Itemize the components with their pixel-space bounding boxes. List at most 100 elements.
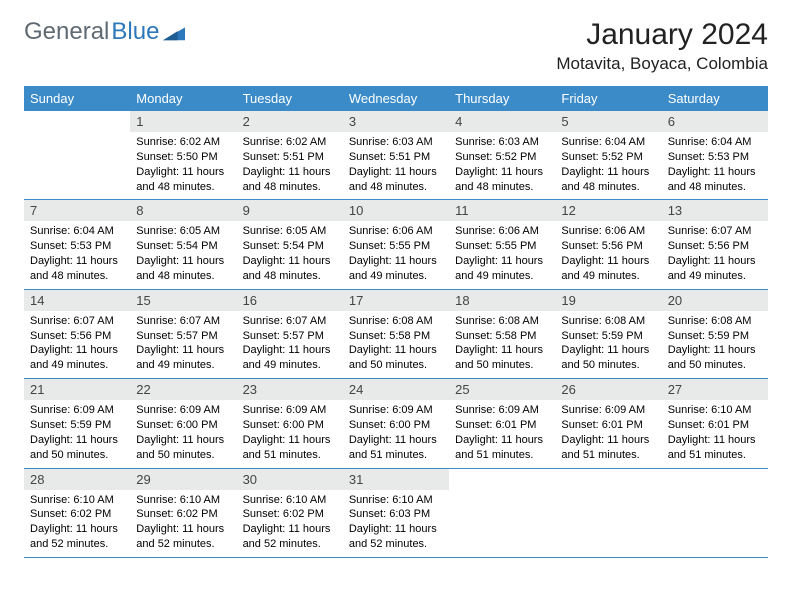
- calendar-cell: 15Sunrise: 6:07 AMSunset: 5:57 PMDayligh…: [130, 289, 236, 378]
- daylight-text: Daylight: 11 hours: [136, 433, 230, 448]
- daylight-text: Daylight: 11 hours: [243, 433, 337, 448]
- sunset-text: Sunset: 5:59 PM: [561, 329, 655, 344]
- daylight-text: and 49 minutes.: [561, 269, 655, 284]
- daylight-text: Daylight: 11 hours: [243, 254, 337, 269]
- sunset-text: Sunset: 6:02 PM: [243, 507, 337, 522]
- brand-part2: Blue: [111, 18, 159, 46]
- calendar-cell: 7Sunrise: 6:04 AMSunset: 5:53 PMDaylight…: [24, 200, 130, 289]
- calendar-cell: 11Sunrise: 6:06 AMSunset: 5:55 PMDayligh…: [449, 200, 555, 289]
- day-body: Sunrise: 6:08 AMSunset: 5:58 PMDaylight:…: [343, 311, 449, 378]
- sunrise-text: Sunrise: 6:04 AM: [561, 135, 655, 150]
- calendar-table: SundayMondayTuesdayWednesdayThursdayFrid…: [24, 86, 768, 558]
- daylight-text: Daylight: 11 hours: [349, 343, 443, 358]
- sunset-text: Sunset: 6:03 PM: [349, 507, 443, 522]
- calendar-cell: 30Sunrise: 6:10 AMSunset: 6:02 PMDayligh…: [237, 468, 343, 557]
- title-block: January 2024 Motavita, Boyaca, Colombia: [556, 18, 768, 74]
- daylight-text: Daylight: 11 hours: [349, 254, 443, 269]
- day-body: Sunrise: 6:09 AMSunset: 6:00 PMDaylight:…: [343, 400, 449, 467]
- calendar-week-row: 21Sunrise: 6:09 AMSunset: 5:59 PMDayligh…: [24, 379, 768, 468]
- daylight-text: and 51 minutes.: [455, 448, 549, 463]
- day-number: 25: [449, 379, 555, 400]
- calendar-cell: 26Sunrise: 6:09 AMSunset: 6:01 PMDayligh…: [555, 379, 661, 468]
- calendar-cell: 6Sunrise: 6:04 AMSunset: 5:53 PMDaylight…: [662, 111, 768, 200]
- sunset-text: Sunset: 6:02 PM: [136, 507, 230, 522]
- sunset-text: Sunset: 5:54 PM: [243, 239, 337, 254]
- sunset-text: Sunset: 5:54 PM: [136, 239, 230, 254]
- day-body: Sunrise: 6:10 AMSunset: 6:01 PMDaylight:…: [662, 400, 768, 467]
- daylight-text: and 48 minutes.: [349, 180, 443, 195]
- daylight-text: and 49 minutes.: [136, 358, 230, 373]
- sunrise-text: Sunrise: 6:06 AM: [349, 224, 443, 239]
- daylight-text: Daylight: 11 hours: [243, 165, 337, 180]
- daylight-text: Daylight: 11 hours: [136, 254, 230, 269]
- calendar-body: 1Sunrise: 6:02 AMSunset: 5:50 PMDaylight…: [24, 111, 768, 557]
- day-body: Sunrise: 6:04 AMSunset: 5:53 PMDaylight:…: [24, 221, 130, 288]
- calendar-cell: 12Sunrise: 6:06 AMSunset: 5:56 PMDayligh…: [555, 200, 661, 289]
- daylight-text: and 49 minutes.: [349, 269, 443, 284]
- sunrise-text: Sunrise: 6:09 AM: [455, 403, 549, 418]
- daylight-text: Daylight: 11 hours: [455, 433, 549, 448]
- daylight-text: Daylight: 11 hours: [136, 343, 230, 358]
- day-number: 27: [662, 379, 768, 400]
- sunrise-text: Sunrise: 6:07 AM: [668, 224, 762, 239]
- sunset-text: Sunset: 5:58 PM: [349, 329, 443, 344]
- daylight-text: Daylight: 11 hours: [668, 433, 762, 448]
- day-number: 4: [449, 111, 555, 132]
- sunrise-text: Sunrise: 6:09 AM: [349, 403, 443, 418]
- sunset-text: Sunset: 5:56 PM: [30, 329, 124, 344]
- day-number: 7: [24, 200, 130, 221]
- sunset-text: Sunset: 5:59 PM: [30, 418, 124, 433]
- daylight-text: Daylight: 11 hours: [349, 165, 443, 180]
- sunset-text: Sunset: 5:51 PM: [349, 150, 443, 165]
- sunrise-text: Sunrise: 6:05 AM: [136, 224, 230, 239]
- day-body: Sunrise: 6:03 AMSunset: 5:52 PMDaylight:…: [449, 132, 555, 199]
- daylight-text: Daylight: 11 hours: [136, 522, 230, 537]
- sunset-text: Sunset: 5:55 PM: [349, 239, 443, 254]
- daylight-text: and 50 minutes.: [30, 448, 124, 463]
- sunrise-text: Sunrise: 6:09 AM: [30, 403, 124, 418]
- day-number: 22: [130, 379, 236, 400]
- daylight-text: and 50 minutes.: [349, 358, 443, 373]
- sunrise-text: Sunrise: 6:10 AM: [136, 493, 230, 508]
- daylight-text: and 50 minutes.: [668, 358, 762, 373]
- day-number: 10: [343, 200, 449, 221]
- day-body: Sunrise: 6:10 AMSunset: 6:03 PMDaylight:…: [343, 490, 449, 557]
- calendar-cell: 16Sunrise: 6:07 AMSunset: 5:57 PMDayligh…: [237, 289, 343, 378]
- daylight-text: Daylight: 11 hours: [30, 343, 124, 358]
- logo-triangle-icon: [163, 23, 185, 41]
- calendar-week-row: 14Sunrise: 6:07 AMSunset: 5:56 PMDayligh…: [24, 289, 768, 378]
- sunset-text: Sunset: 6:01 PM: [561, 418, 655, 433]
- sunrise-text: Sunrise: 6:08 AM: [455, 314, 549, 329]
- weekday-header: Monday: [130, 86, 236, 111]
- day-body: Sunrise: 6:06 AMSunset: 5:56 PMDaylight:…: [555, 221, 661, 288]
- sunrise-text: Sunrise: 6:07 AM: [136, 314, 230, 329]
- day-body: Sunrise: 6:07 AMSunset: 5:57 PMDaylight:…: [130, 311, 236, 378]
- day-number: 13: [662, 200, 768, 221]
- sunset-text: Sunset: 6:01 PM: [455, 418, 549, 433]
- weekday-header: Saturday: [662, 86, 768, 111]
- day-body: Sunrise: 6:02 AMSunset: 5:51 PMDaylight:…: [237, 132, 343, 199]
- daylight-text: and 52 minutes.: [243, 537, 337, 552]
- day-body: Sunrise: 6:08 AMSunset: 5:59 PMDaylight:…: [555, 311, 661, 378]
- calendar-cell: 19Sunrise: 6:08 AMSunset: 5:59 PMDayligh…: [555, 289, 661, 378]
- daylight-text: and 50 minutes.: [136, 448, 230, 463]
- day-number: 23: [237, 379, 343, 400]
- calendar-cell: 17Sunrise: 6:08 AMSunset: 5:58 PMDayligh…: [343, 289, 449, 378]
- daylight-text: and 49 minutes.: [668, 269, 762, 284]
- sunset-text: Sunset: 6:02 PM: [30, 507, 124, 522]
- day-number: 6: [662, 111, 768, 132]
- calendar-cell: 24Sunrise: 6:09 AMSunset: 6:00 PMDayligh…: [343, 379, 449, 468]
- daylight-text: and 51 minutes.: [349, 448, 443, 463]
- day-number: 11: [449, 200, 555, 221]
- sunset-text: Sunset: 5:52 PM: [455, 150, 549, 165]
- daylight-text: and 52 minutes.: [30, 537, 124, 552]
- sunrise-text: Sunrise: 6:10 AM: [243, 493, 337, 508]
- sunrise-text: Sunrise: 6:06 AM: [561, 224, 655, 239]
- calendar-cell: 28Sunrise: 6:10 AMSunset: 6:02 PMDayligh…: [24, 468, 130, 557]
- daylight-text: and 49 minutes.: [455, 269, 549, 284]
- sunset-text: Sunset: 5:56 PM: [561, 239, 655, 254]
- daylight-text: and 48 minutes.: [30, 269, 124, 284]
- calendar-cell: 29Sunrise: 6:10 AMSunset: 6:02 PMDayligh…: [130, 468, 236, 557]
- daylight-text: and 48 minutes.: [243, 269, 337, 284]
- sunset-text: Sunset: 5:50 PM: [136, 150, 230, 165]
